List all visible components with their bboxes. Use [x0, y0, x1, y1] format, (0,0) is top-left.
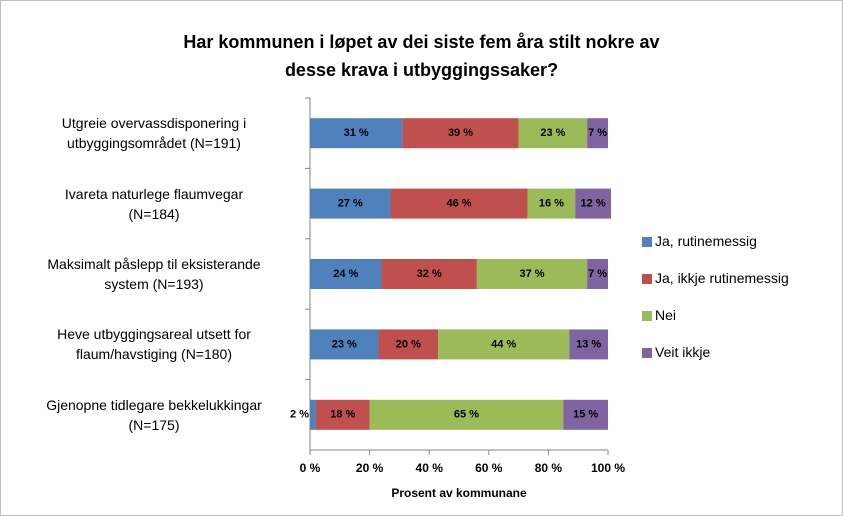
bar-segment	[438, 329, 570, 360]
y-tick-label: Gjenopne tidlegare bekkelukkingar (N=175…	[46, 396, 262, 433]
x-tick-label: 20 %	[356, 461, 384, 475]
data-label: 2 %	[290, 409, 309, 421]
x-tick-label: 80 %	[535, 461, 563, 475]
data-label: 13 %	[576, 338, 601, 350]
bar-segment	[518, 118, 588, 149]
bar-segment	[310, 399, 316, 430]
legend-label: Veit ikkje	[655, 344, 711, 360]
bar-segment	[587, 118, 608, 149]
chart-title: Har kommunen i løpet av dei siste fem år…	[183, 32, 660, 80]
bar-segment	[390, 188, 528, 219]
legend-swatch	[642, 348, 652, 358]
data-label: 16 %	[539, 198, 564, 210]
y-tick-label: Ivareta naturlege flaumvegar (N=184)	[64, 185, 244, 222]
data-label: 46 %	[446, 198, 471, 210]
bar-segment	[575, 188, 611, 219]
bar-segment	[476, 259, 588, 289]
data-label: 7 %	[588, 268, 607, 280]
data-label: 31 %	[344, 127, 369, 139]
x-tick-label: 0 %	[300, 461, 321, 475]
legend-label: Ja, rutinemessig	[655, 233, 757, 249]
data-label: 27 %	[338, 198, 363, 210]
y-tick-label: Utgreie overvassdisponering i utbyggings…	[61, 115, 247, 152]
bar-segment	[310, 329, 379, 360]
legend-label: Ja, ikkje rutinemessig	[655, 270, 789, 286]
data-label: 37 %	[519, 268, 544, 280]
legend-label: Nei	[655, 307, 677, 323]
x-tick-label: 100 %	[591, 461, 625, 475]
y-tick-label: Maksimalt påslepp til eksisterande syste…	[47, 256, 261, 292]
bar-segment	[569, 329, 608, 360]
x-axis-title: Prosent av kommunane	[391, 486, 527, 500]
data-label: 15 %	[573, 409, 598, 421]
bar-segment	[381, 259, 477, 289]
bar-segment	[310, 259, 382, 289]
data-label: 44 %	[491, 338, 516, 350]
legend-swatch	[642, 237, 652, 247]
data-label: 12 %	[581, 198, 606, 210]
bar-segment	[402, 118, 519, 149]
data-label: 32 %	[417, 268, 442, 280]
data-label: 7 %	[588, 127, 607, 139]
data-label: 39 %	[448, 127, 473, 139]
bar-segment	[587, 259, 608, 289]
bar-segment	[369, 399, 564, 430]
data-label: 65 %	[454, 409, 479, 421]
data-label: 24 %	[333, 268, 358, 280]
y-tick-label: Heve utbyggingsareal utsett for flaum/ha…	[57, 326, 251, 363]
bar-segment	[315, 399, 370, 430]
x-tick-label: 60 %	[475, 461, 503, 475]
data-label: 20 %	[396, 338, 421, 350]
bar-segment	[310, 118, 403, 149]
data-label: 23 %	[540, 127, 565, 139]
legend-swatch	[642, 311, 652, 321]
data-label: 18 %	[330, 409, 355, 421]
bar-segment	[563, 399, 608, 430]
data-label: 23 %	[332, 338, 357, 350]
bar-segment	[378, 329, 439, 360]
bar-segment	[527, 188, 576, 219]
legend-swatch	[642, 274, 652, 284]
x-tick-label: 40 %	[416, 461, 444, 475]
bar-segment	[310, 188, 391, 219]
